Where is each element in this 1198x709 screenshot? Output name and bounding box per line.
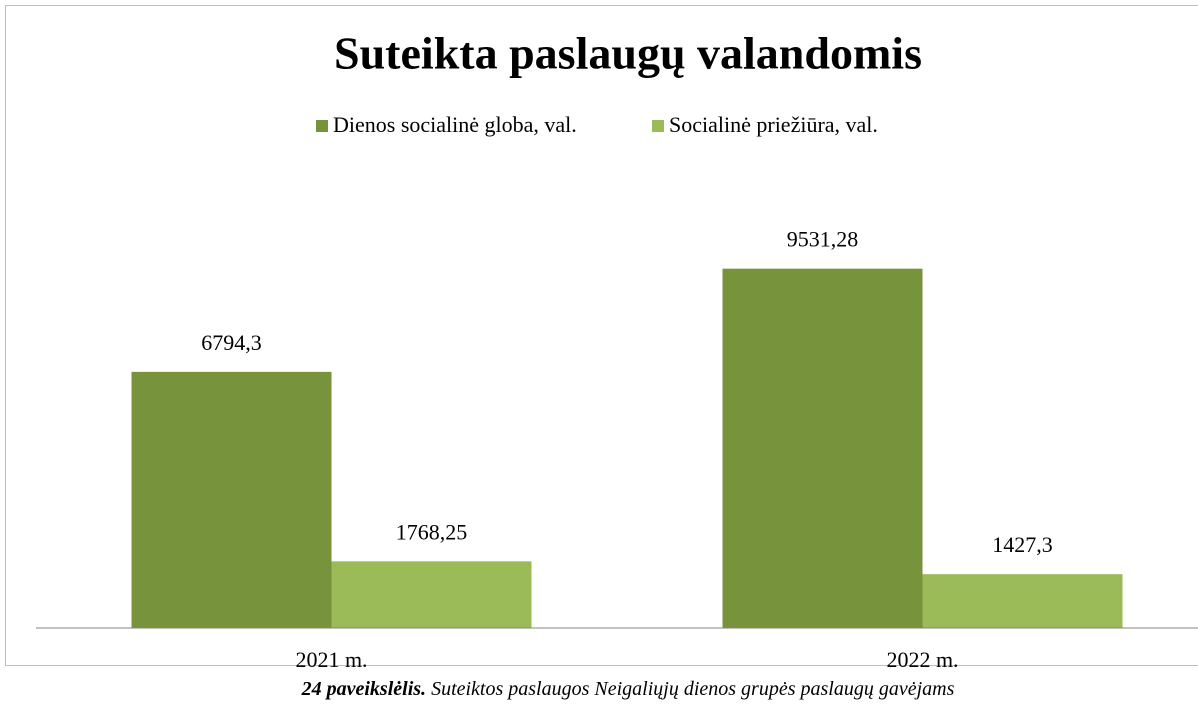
caption-number: 24 paveikslėlis.	[301, 678, 426, 700]
bar	[723, 269, 923, 628]
chart-title: Suteikta paslaugų valandomis	[334, 28, 922, 79]
bar	[332, 561, 532, 628]
legend-label: Dienos socialinė globa, val.	[333, 112, 577, 137]
data-label: 1768,25	[396, 519, 468, 544]
data-label: 9531,28	[787, 227, 859, 252]
legend-label: Socialinė priežiūra, val.	[669, 112, 878, 137]
data-label: 6794,3	[201, 330, 262, 355]
bar	[923, 574, 1123, 628]
caption: 24 paveikslėlis. Suteiktos paslaugos Nei…	[301, 678, 955, 700]
data-label: 1427,3	[992, 532, 1053, 557]
legend-swatch	[652, 120, 664, 132]
x-tick-label: 2022 m.	[886, 647, 958, 672]
x-tick-label: 2021 m.	[295, 647, 367, 672]
caption-text: Suteiktos paslaugos Neigaliųjų dienos gr…	[431, 678, 955, 700]
legend-swatch	[316, 120, 328, 132]
bar	[132, 372, 332, 628]
